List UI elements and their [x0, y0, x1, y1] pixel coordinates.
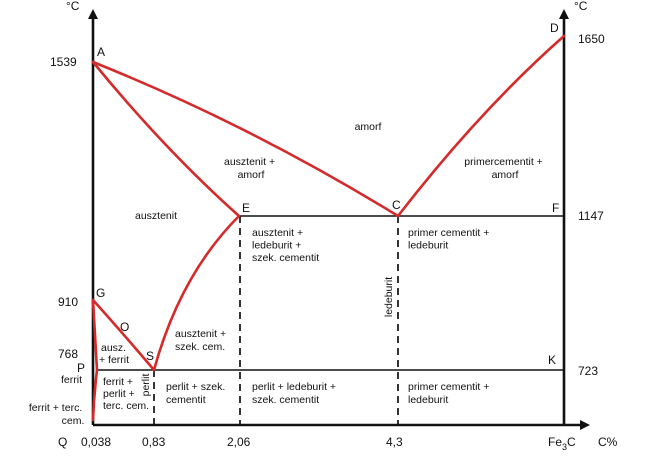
x-axis-unit: C% — [598, 435, 618, 449]
curve-ES — [152, 214, 241, 372]
point-O: O — [120, 320, 129, 334]
point-D: D — [550, 21, 559, 35]
right-axis-unit: °C — [574, 0, 588, 13]
point-E: E — [242, 201, 250, 215]
region-perlit-vertical: perlit — [140, 374, 152, 397]
curve-GS — [91, 298, 156, 372]
region-ausztenit: ausztenit — [135, 210, 177, 222]
tick-0038: 0,038 — [81, 435, 111, 449]
region-ausztenit-szek-cem: ausztenit + szek. cem. — [175, 328, 229, 353]
point-S: S — [146, 349, 154, 363]
region-primercementit-amorf: primercementit + amorf — [464, 156, 545, 181]
solidus-AE — [91, 60, 241, 218]
curve-PQ — [91, 368, 99, 422]
region-ferrit-perlit-terc: ferrit + perlit + terc. cem. — [103, 376, 149, 412]
region-ausztenit-ledeburit: ausztenit + ledeburit + szek. cementit — [252, 227, 319, 264]
region-perlit-ledeburit: perlit + ledeburit + szek. cementit — [252, 381, 339, 406]
region-primer-cementit-ledeburit-upper: primer cementit + ledeburit — [408, 227, 492, 252]
left-axis-unit: °C — [66, 0, 80, 13]
point-P: P — [77, 361, 85, 375]
tick-206: 2,06 — [227, 435, 251, 449]
region-perlit-szek-cementit: perlit + szek. cementit — [166, 381, 228, 406]
tick-1147: 1147 — [578, 209, 604, 223]
origin-label: Q — [58, 435, 67, 449]
region-amorf: amorf — [355, 121, 382, 133]
liquidus-CD — [396, 34, 566, 218]
point-F: F — [552, 201, 559, 215]
region-ledeburit-vertical: ledeburit — [383, 277, 395, 317]
region-ferrit: ferrit — [61, 374, 82, 386]
region-ausztenit-amorf: ausztenit + amorf — [224, 156, 278, 181]
region-primer-cementit-ledeburit-lower: primer cementit + ledeburit — [408, 381, 492, 406]
point-K: K — [548, 353, 556, 367]
curve-GP — [91, 298, 99, 372]
fe3c-label: Fe3C — [548, 435, 576, 452]
tick-1539: 1539 — [50, 55, 77, 69]
tick-1650: 1650 — [578, 32, 605, 46]
region-ferrit-terc-cem: ferrit + terc. cem. — [29, 402, 85, 427]
point-C: C — [392, 198, 401, 212]
tick-910: 910 — [58, 295, 78, 309]
tick-083: 0,83 — [142, 435, 166, 449]
point-G: G — [96, 286, 105, 300]
liquidus-AC — [91, 60, 400, 218]
point-A: A — [97, 45, 105, 59]
tick-43: 4,3 — [386, 435, 403, 449]
tick-768: 768 — [58, 347, 78, 361]
region-ausz-ferrit: ausz. + ferrit — [99, 342, 129, 366]
tick-723: 723 — [578, 364, 598, 378]
